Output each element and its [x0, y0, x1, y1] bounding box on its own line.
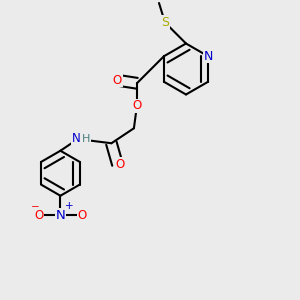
Text: N: N [72, 132, 80, 145]
Text: H: H [82, 134, 90, 144]
Text: O: O [132, 99, 142, 112]
Text: +: + [65, 201, 74, 211]
Text: O: O [34, 209, 43, 222]
Text: N: N [56, 209, 65, 222]
Text: O: O [116, 158, 125, 171]
Text: O: O [113, 74, 122, 87]
Text: N: N [203, 50, 213, 63]
Text: −: − [30, 202, 39, 212]
Text: O: O [78, 209, 87, 222]
Text: S: S [161, 16, 169, 29]
